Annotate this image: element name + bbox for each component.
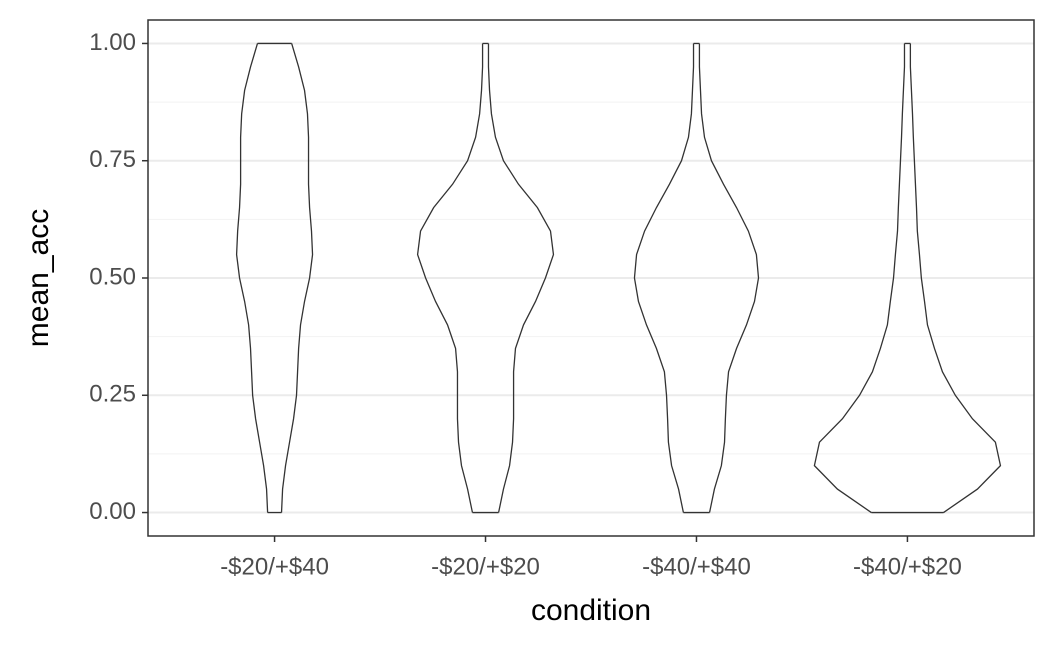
y-tick-label: 0.00 (89, 498, 136, 525)
x-tick-label: -$20/+$20 (431, 553, 540, 580)
violin-left (813, 43, 906, 514)
violin-right (487, 43, 555, 513)
violins (235, 42, 1002, 514)
y-tick-label: 0.50 (89, 263, 136, 290)
violin-left (235, 43, 269, 513)
y-tick-label: 0.75 (89, 146, 136, 173)
grid (148, 42, 1034, 514)
violin-left (633, 43, 695, 513)
violin-left (416, 43, 484, 513)
x-tick-label: -$20/+$40 (220, 553, 329, 580)
y-tick-label: 0.25 (89, 381, 136, 408)
y-tick-label: 1.00 (89, 29, 136, 56)
violin-right (909, 43, 1002, 514)
x-tick-label: -$40/+$40 (642, 553, 751, 580)
x-axis-title: condition (531, 594, 651, 627)
violin-right (280, 43, 314, 513)
violin-right (698, 43, 760, 513)
x-tick-label: -$40/+$20 (853, 553, 962, 580)
y-axis-title: mean_acc (22, 209, 55, 347)
